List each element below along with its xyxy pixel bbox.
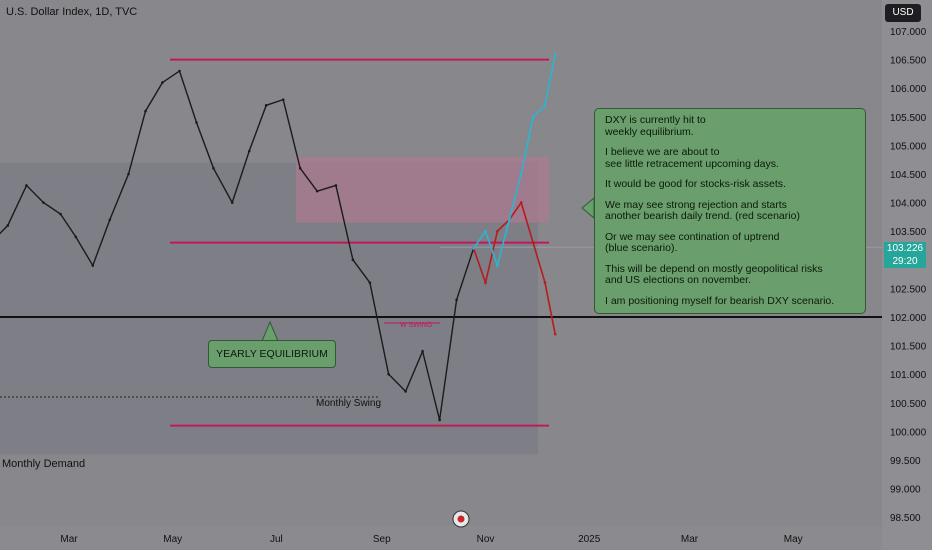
y-tick-label: 101.000 <box>890 370 927 381</box>
current-price-tag: 103.226 <box>884 242 926 255</box>
analysis-callout: DXY is currently hit to weekly equilibri… <box>594 108 866 314</box>
series-point <box>195 121 198 124</box>
y-tick-label: 104.000 <box>890 199 927 210</box>
series-point <box>421 350 424 353</box>
series-point <box>543 281 547 284</box>
monthly-demand-label: Monthly Demand <box>2 458 86 470</box>
series-point <box>368 281 372 284</box>
y-tick-label: 106.000 <box>890 84 927 95</box>
series-point <box>519 172 523 176</box>
series-point <box>484 229 487 233</box>
callout-line: Or we may see contination of uptrend (bl… <box>605 230 780 254</box>
y-tick-label: 100.000 <box>890 427 927 438</box>
series-point <box>508 218 511 222</box>
series-point <box>144 109 147 113</box>
y-tick-label: 106.500 <box>890 56 927 67</box>
y-tick-label: 105.500 <box>890 113 927 124</box>
x-tick-label: Mar <box>681 534 699 545</box>
series-point <box>315 189 319 193</box>
x-tick-label: Sep <box>373 534 391 545</box>
event-icon-dot <box>457 515 465 523</box>
chart-title: U.S. Dollar Index, 1D, TVC <box>6 6 138 18</box>
y-tick-label: 102.500 <box>890 284 927 295</box>
series-point <box>74 235 78 239</box>
series-point <box>531 241 535 244</box>
series-point <box>334 184 338 187</box>
y-tick-label: 100.500 <box>890 399 927 410</box>
series-point <box>247 149 251 153</box>
series-point <box>404 390 407 393</box>
y-tick-label: 107.000 <box>890 27 927 38</box>
series-point <box>496 264 499 267</box>
time-axis <box>0 526 882 550</box>
series-point <box>543 104 547 107</box>
series-point <box>264 104 268 107</box>
series-point <box>553 332 557 336</box>
series-point <box>161 81 164 84</box>
series-point <box>230 201 234 204</box>
series-point <box>472 247 475 250</box>
series-line <box>472 200 556 335</box>
series-point <box>351 258 355 262</box>
series-point <box>6 224 10 227</box>
callout-line: I believe we are about to see little ret… <box>605 146 779 170</box>
y-tick-label: 103.500 <box>890 227 927 238</box>
series-point <box>298 166 302 170</box>
series-point <box>42 201 45 204</box>
series-point <box>178 69 181 73</box>
callout-line: We may see strong rejection and starts a… <box>605 198 800 222</box>
callout-line: DXY is currently hit to weekly equilibri… <box>605 114 706 138</box>
w-swing-label: W SWING <box>400 322 433 329</box>
supply-zone <box>296 156 549 223</box>
series-point <box>212 166 215 170</box>
x-tick-label: Jul <box>270 534 283 545</box>
y-tick-label: 101.500 <box>890 342 927 353</box>
y-tick-label: 102.000 <box>890 313 927 324</box>
x-tick-label: May <box>784 534 803 545</box>
series-point <box>496 229 499 233</box>
price-axis <box>882 0 932 550</box>
series-point <box>281 98 285 101</box>
callout-line: This will be depend on mostly geopolitic… <box>605 262 823 286</box>
series-point <box>455 298 458 302</box>
callout-pointer <box>581 196 595 220</box>
x-tick-label: Nov <box>477 534 495 545</box>
y-tick-label: 99.500 <box>890 456 921 467</box>
series-point <box>553 52 557 56</box>
callout-line: It would be good for stocks-risk assets. <box>605 178 786 190</box>
series-point <box>108 218 112 222</box>
series-point <box>25 184 28 187</box>
series-point <box>127 172 130 176</box>
series-point <box>91 264 95 267</box>
countdown-timer: 29:20 <box>884 255 926 268</box>
y-tick-label: 99.000 <box>890 485 921 496</box>
x-tick-label: Mar <box>60 534 78 545</box>
series-point <box>484 281 487 284</box>
series-point <box>519 201 523 204</box>
yearly-equilibrium-label: YEARLY EQUILIBRIUM <box>208 340 336 368</box>
series-point <box>531 115 535 119</box>
callout-line: I am positioning myself for bearish DXY … <box>605 294 835 307</box>
y-tick-label: 98.500 <box>890 513 921 524</box>
y-tick-label: 105.000 <box>890 141 927 152</box>
series-point <box>387 372 390 376</box>
x-tick-label: 2025 <box>578 534 601 545</box>
monthly-swing-label: Monthly Swing <box>316 398 382 409</box>
series-point <box>438 418 441 422</box>
series-point <box>59 212 62 216</box>
currency-button[interactable]: USD <box>885 4 921 22</box>
y-tick-label: 104.500 <box>890 170 927 181</box>
x-tick-label: May <box>163 534 182 545</box>
series-line <box>472 53 556 269</box>
